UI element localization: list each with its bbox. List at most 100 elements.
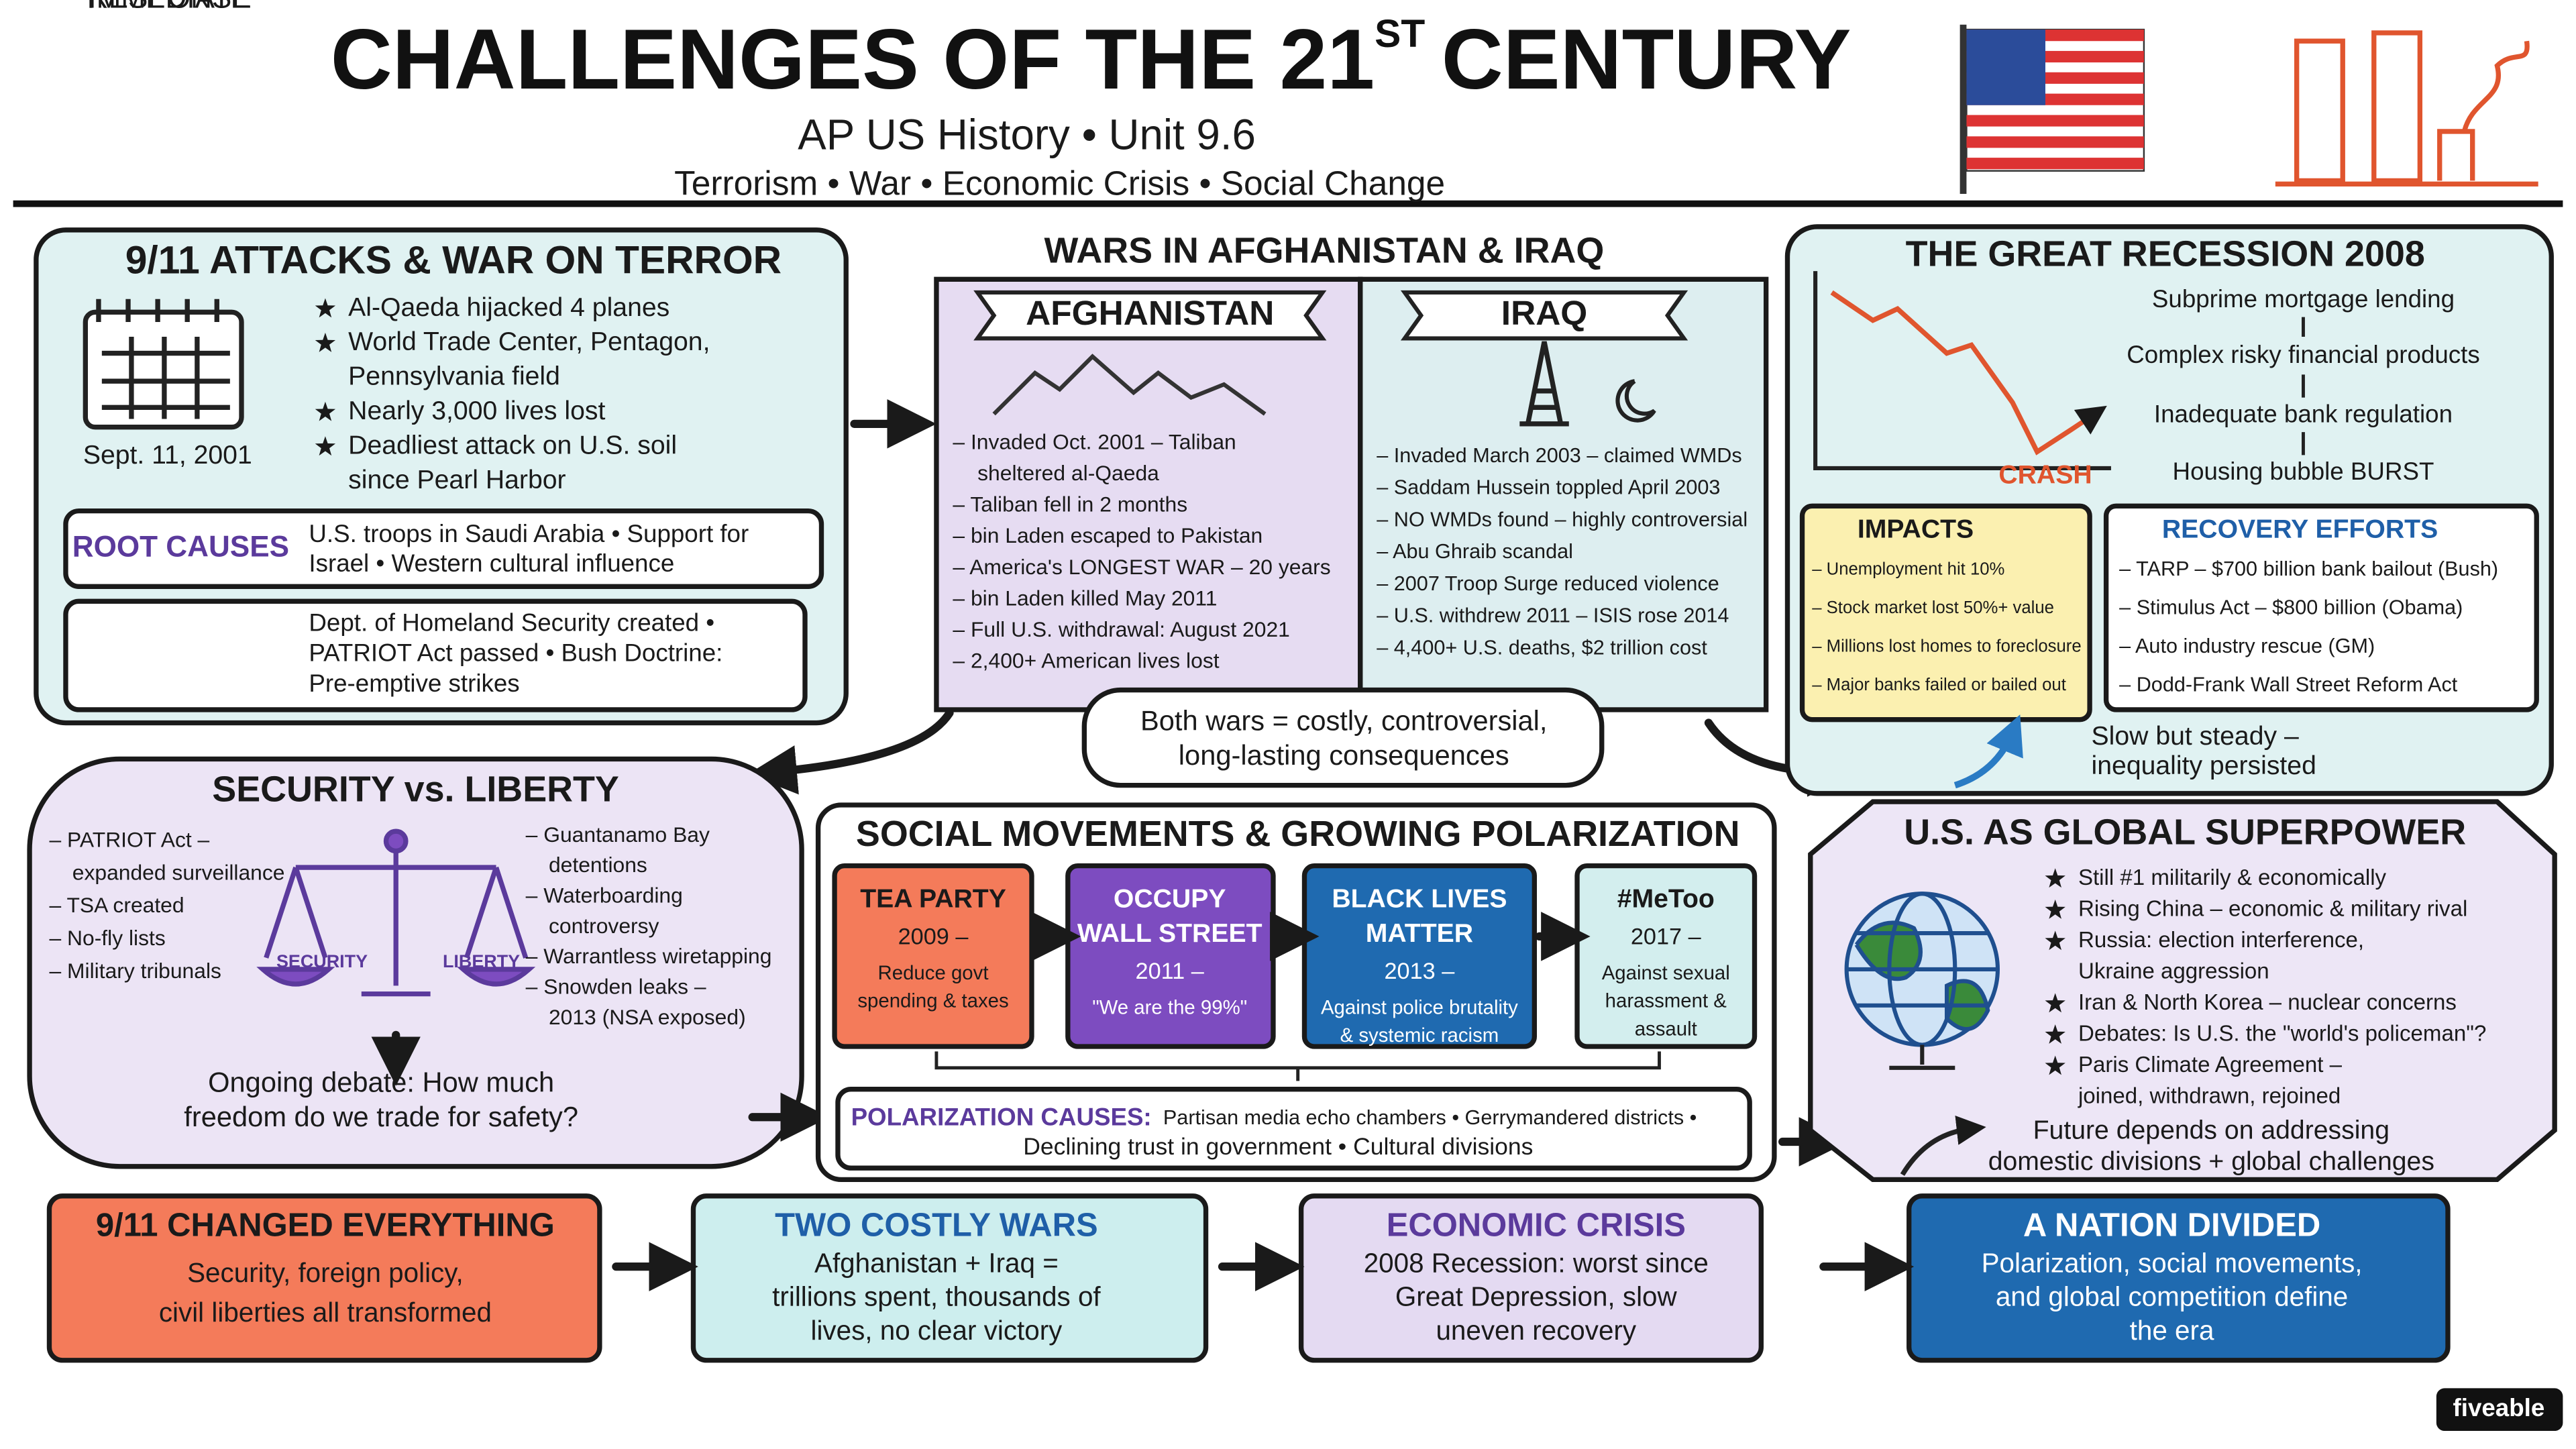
- panel-title: SOCIAL MOVEMENTS & GROWING POLARIZATION: [856, 814, 1740, 854]
- bullet: – America's LONGEST WAR – 20 years: [953, 555, 1330, 579]
- polarization-box: [835, 1087, 1752, 1171]
- panel-title: U.S. AS GLOBAL SUPERPOWER: [1904, 812, 2466, 852]
- bullet: – Invaded March 2003 – claimed WMDs: [1377, 444, 1741, 467]
- bullet: detentions: [549, 853, 647, 877]
- text: – Major banks failed or bailed out: [1812, 676, 2066, 694]
- summary-line: civil liberties all transformed: [159, 1297, 492, 1328]
- bullet: – Warrantless wiretapping: [526, 944, 772, 968]
- movement-year: 2017 –: [1631, 924, 1702, 949]
- bullet: – Abu Ghraib scandal: [1377, 540, 1573, 563]
- movement-desc: Reduce govt: [878, 962, 989, 984]
- security-panel: [27, 756, 804, 1169]
- box-title: IMPACTS: [1858, 515, 1974, 543]
- movement-year: 2013 –: [1385, 959, 1456, 984]
- label: ROOT CAUSES: [72, 531, 289, 564]
- bullet: – NO WMDs found – highly controversial: [1377, 508, 1748, 531]
- panel-title: THE GREAT RECESSION 2008: [1906, 233, 2425, 274]
- text: PATRIOT Act passed • Bush Doctrine:: [309, 639, 722, 667]
- bullet: Pennsylvania field: [348, 362, 560, 391]
- text: – TARP – $700 billion bank bailout (Bush…: [2119, 557, 2498, 580]
- summary-box: [46, 1193, 602, 1363]
- arrow: [747, 708, 954, 795]
- text: IMMEDIATE: [88, 0, 250, 15]
- bullet: – Invaded Oct. 2001 – Taliban: [953, 430, 1236, 454]
- text: RESPONSE: [87, 0, 252, 15]
- summary-line: Both wars = costly, controversial,: [1140, 705, 1547, 737]
- topics: Terrorism • War • Economic Crisis • Soci…: [674, 163, 1445, 202]
- movement-desc: Against police brutality: [1321, 996, 1518, 1018]
- movement-year: 2011 –: [1136, 959, 1205, 984]
- note: domestic divisions + global challenges: [1988, 1147, 2434, 1176]
- bullet: Al-Qaeda hijacked 4 planes: [348, 293, 669, 322]
- bullet-star: [2045, 868, 2065, 888]
- superpower-panel: [1808, 799, 2557, 1183]
- bullet: – 4,400+ U.S. deaths, $2 trillion cost: [1377, 636, 1707, 659]
- summary-line: trillions spent, thousands of: [772, 1281, 1101, 1312]
- bullet: Iran & North Korea – nuclear concerns: [2078, 990, 2457, 1015]
- banner: [973, 290, 1327, 341]
- bullet: Paris Climate Agreement –: [2078, 1053, 2343, 1077]
- crash-label: CRASH: [1998, 461, 2092, 490]
- movement-name: OCCUPY: [1114, 884, 1226, 913]
- panel-title: 9/11 ATTACKS & WAR ON TERROR: [125, 238, 782, 282]
- bullet-star: [2045, 993, 2065, 1013]
- bullet: 2013 (NSA exposed): [549, 1005, 746, 1029]
- bullet: – Snowden leaks –: [526, 974, 706, 998]
- scale-label: LIBERTY: [443, 951, 520, 971]
- bullet-star: [2045, 1024, 2065, 1044]
- note: inequality persisted: [2092, 751, 2316, 780]
- bullet: – U.S. withdrew 2011 – ISIS rose 2014: [1377, 604, 1729, 627]
- bullet: since Pearl Harbor: [348, 466, 566, 494]
- bullet: – bin Laden killed May 2011: [953, 586, 1217, 610]
- bullet-star: [315, 401, 336, 421]
- bullet: Russia: election interference,: [2078, 928, 2364, 953]
- crescent-icon: [1615, 379, 1656, 423]
- bullet: – PATRIOT Act –: [49, 827, 209, 851]
- bullet: Debates: Is U.S. the "world's policeman"…: [2078, 1022, 2486, 1046]
- scale-label: SECURITY: [276, 951, 368, 971]
- chain-step: Housing bubble BURST: [2173, 458, 2434, 485]
- brand: fiveable: [2453, 1394, 2545, 1421]
- bullet-star: [315, 436, 336, 456]
- text: U.S. troops in Saudi Arabia • Support fo…: [309, 520, 749, 547]
- bullet-star: [2045, 1055, 2065, 1075]
- bullet: – 2,400+ American lives lost: [953, 648, 1219, 672]
- summary-line: long-lasting consequences: [1179, 739, 1509, 771]
- impacts-box: [1799, 503, 2092, 722]
- movement-name: BLACK LIVES: [1332, 884, 1507, 913]
- movement-arrows: [934, 912, 1661, 1081]
- footer-badge: [2436, 1388, 2563, 1432]
- box-title: RECOVERY EFFORTS: [2162, 515, 2438, 543]
- label: POLARIZATION CAUSES:: [851, 1103, 1152, 1130]
- summary-line: 2008 Recession: worst since: [1364, 1247, 1709, 1278]
- movement-desc: spending & taxes: [857, 990, 1008, 1012]
- movement-desc: Against sexual: [1602, 962, 1730, 984]
- bullet: Nearly 3,000 lives lost: [348, 396, 605, 425]
- text: – Stock market lost 50%+ value: [1812, 598, 2054, 617]
- bullet: sheltered al-Qaeda: [977, 461, 1159, 485]
- movement-desc: "We are the 99%": [1092, 996, 1247, 1018]
- bullet-star: [315, 332, 336, 352]
- bullet: – Military tribunals: [49, 959, 221, 983]
- question: Ongoing debate: How much: [208, 1066, 554, 1097]
- movement-desc: harassment &: [1605, 990, 1727, 1012]
- towers-icon: [2275, 30, 2538, 186]
- panel-title: SECURITY vs. LIBERTY: [212, 769, 619, 810]
- bullet: World Trade Center, Pentagon,: [348, 327, 710, 356]
- bullet: expanded surveillance: [72, 860, 285, 884]
- text: – Dodd-Frank Wall Street Reform Act: [2119, 674, 2458, 696]
- bullet: – Taliban fell in 2 months: [953, 492, 1187, 517]
- summary-line: Great Depression, slow: [1395, 1281, 1678, 1312]
- question: freedom do we trade for safety?: [184, 1101, 578, 1132]
- movement-desc: & systemic racism: [1340, 1024, 1499, 1046]
- bullet: – Guantanamo Bay: [526, 822, 710, 847]
- summary-line: uneven recovery: [1436, 1315, 1636, 1346]
- arrow: [1900, 1115, 1986, 1176]
- movement-name: #MeToo: [1617, 884, 1715, 913]
- bullet: – bin Laden escaped to Pakistan: [953, 523, 1263, 547]
- bullet: Rising China – economic & military rival: [2078, 896, 2467, 921]
- flag-icon: [1960, 24, 2145, 194]
